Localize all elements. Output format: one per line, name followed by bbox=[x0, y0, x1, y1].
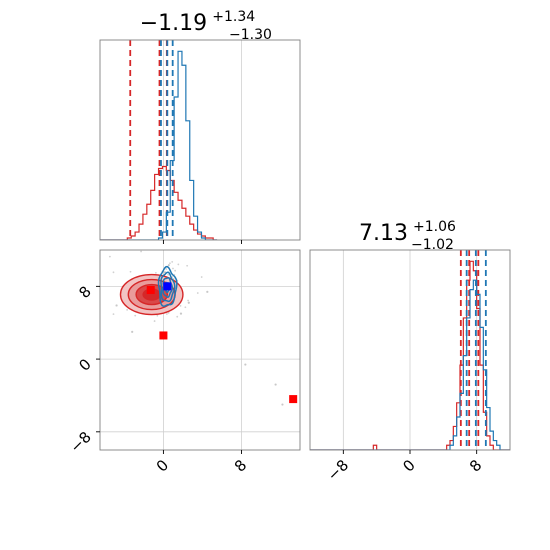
sample-point bbox=[169, 262, 171, 265]
sample-point bbox=[165, 268, 168, 270]
sample-point bbox=[274, 383, 277, 386]
truth-marker-blue bbox=[163, 282, 172, 291]
sample-point bbox=[129, 270, 132, 273]
panel-frame bbox=[99, 39, 301, 241]
sample-point bbox=[164, 271, 167, 274]
sample-point bbox=[200, 276, 203, 278]
title-lower-error: −1.02 bbox=[411, 237, 454, 253]
y-tick-label: −8 bbox=[66, 428, 94, 456]
title-upper-error: +1.34 bbox=[212, 9, 255, 25]
title-value: −1.19 bbox=[140, 11, 207, 36]
x-tick-label: −8 bbox=[324, 456, 352, 484]
histogram-step-series-2 bbox=[100, 50, 218, 240]
panel-marginal-param-2: −8 0 8 7.13 +1.06 −1.02 bbox=[309, 216, 511, 484]
sample-point bbox=[171, 260, 174, 263]
sample-point bbox=[154, 271, 157, 274]
truth-marker-red bbox=[289, 395, 298, 404]
truth-marker-red bbox=[146, 286, 155, 294]
sample-point bbox=[244, 363, 247, 366]
sample-point bbox=[184, 306, 187, 309]
sample-point bbox=[167, 264, 170, 266]
panel-marginal-param-1: −1.19 +1.34 −1.30 bbox=[99, 6, 301, 244]
contour-series-2-level-2 bbox=[160, 271, 176, 303]
sample-point bbox=[206, 290, 209, 293]
sample-point bbox=[156, 314, 159, 317]
sample-point bbox=[140, 250, 142, 253]
x-tick-label: 8 bbox=[466, 456, 485, 475]
y-tick-label: 8 bbox=[75, 282, 94, 301]
sample-point bbox=[165, 313, 168, 315]
title-lower-error: −1.30 bbox=[229, 27, 272, 43]
sample-point bbox=[174, 269, 177, 272]
y-tick-label: 0 bbox=[75, 355, 94, 374]
sample-point bbox=[131, 330, 134, 333]
sample-point bbox=[167, 273, 170, 276]
sample-point bbox=[281, 403, 284, 406]
truth-marker-red bbox=[159, 331, 168, 340]
histogram-step-series-2 bbox=[310, 279, 510, 450]
sample-point bbox=[229, 288, 232, 291]
sample-point bbox=[186, 264, 189, 267]
x-tick-label: 0 bbox=[153, 456, 172, 475]
sample-point bbox=[108, 255, 111, 258]
x-tick-label: 0 bbox=[399, 456, 418, 475]
sample-point bbox=[176, 315, 179, 318]
contour-series-2-level-1 bbox=[157, 265, 178, 308]
title-upper-error: +1.06 bbox=[413, 219, 456, 235]
sample-point bbox=[115, 304, 118, 307]
sample-point bbox=[179, 312, 183, 315]
sample-point bbox=[112, 271, 115, 274]
sample-point bbox=[112, 313, 115, 316]
sample-point bbox=[126, 309, 129, 311]
x-tick-label: 8 bbox=[231, 456, 250, 475]
sample-point bbox=[196, 292, 199, 294]
panel-frame bbox=[99, 249, 301, 451]
panel-title: −1.19 +1.34 −1.30 bbox=[140, 6, 272, 43]
sample-point bbox=[153, 320, 156, 322]
title-value: 7.13 bbox=[359, 221, 408, 246]
sample-point bbox=[134, 314, 137, 317]
sample-point bbox=[179, 304, 182, 307]
histogram-step-series-1 bbox=[100, 165, 218, 240]
panel-title: 7.13 +1.06 −1.02 bbox=[359, 216, 461, 253]
sample-point bbox=[187, 299, 189, 302]
sample-point bbox=[187, 301, 190, 304]
sample-point bbox=[177, 263, 180, 266]
sample-point bbox=[172, 267, 174, 270]
histogram-step-series-1 bbox=[310, 260, 510, 450]
panel-joint: 0 8 −8 0 8 bbox=[66, 249, 301, 476]
sample-point bbox=[167, 311, 170, 314]
